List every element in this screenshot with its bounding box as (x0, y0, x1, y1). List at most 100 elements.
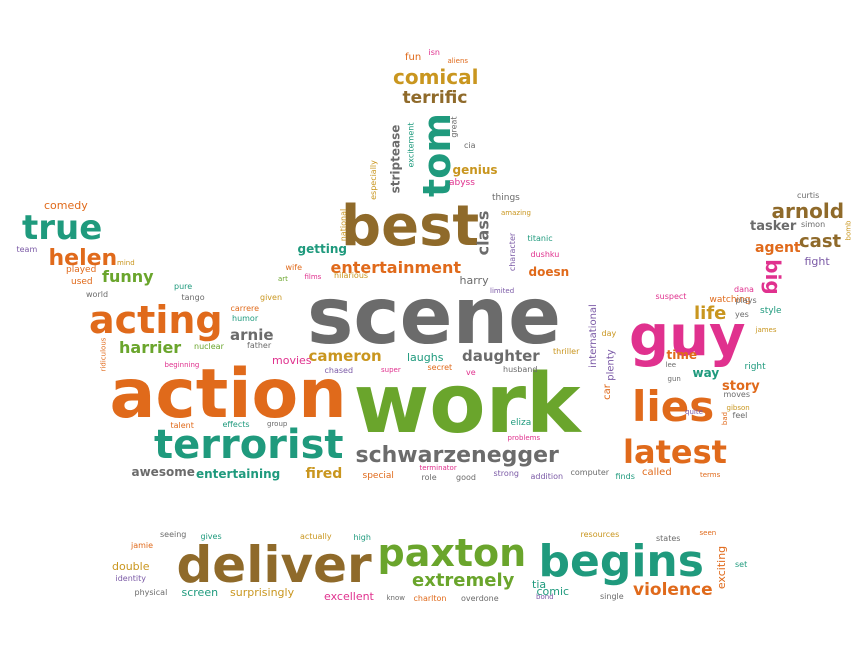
word-seen: seen (699, 528, 717, 537)
word-chased: chased (324, 366, 354, 375)
word-group: group (267, 419, 288, 428)
word-films: films (304, 272, 322, 281)
word-high: high (353, 533, 371, 542)
word-cia: cia (464, 141, 476, 150)
word-entertainment: entertainment (330, 258, 462, 277)
word-international: international (587, 304, 599, 368)
word-isn: isn (428, 48, 440, 57)
word-curtis: curtis (797, 191, 820, 200)
word-class: class (472, 210, 492, 256)
word-doesn: doesn (528, 265, 570, 279)
word-simon: simon (801, 220, 826, 229)
word-harrier: harrier (119, 338, 182, 357)
word-limited: limited (490, 286, 515, 295)
word-finds: finds (615, 472, 635, 481)
word-gives: gives (200, 532, 222, 541)
word-cameron: cameron (308, 346, 382, 365)
word-abyss: abyss (449, 177, 475, 188)
word-fight: fight (804, 254, 830, 268)
word-terrorist: terrorist (154, 422, 344, 468)
word-art: art (278, 274, 288, 283)
word-entertaining: entertaining (196, 467, 281, 481)
word-father: father (247, 341, 272, 350)
word-way: way (692, 366, 720, 380)
word-agent: agent (755, 240, 801, 256)
word-overdone: overdone (461, 594, 499, 603)
word-pure: pure (174, 282, 193, 291)
word-bomb: bomb (844, 220, 853, 240)
word-helen: helen (48, 246, 118, 271)
word-violence: violence (633, 579, 713, 600)
word-tango: tango (181, 293, 205, 302)
word-best: best (341, 194, 480, 259)
word-strong: strong (493, 469, 519, 478)
word-gun: gun (667, 374, 681, 383)
word-things: things (492, 192, 520, 203)
word-deliver: deliver (176, 536, 372, 594)
word-big: big (760, 259, 785, 295)
word-states: states (656, 534, 681, 543)
word-tia: tia (532, 577, 547, 591)
word-ve: ve (466, 368, 476, 377)
word-dana: dana (734, 285, 754, 294)
word-fun: fun (405, 52, 422, 63)
word-problems: problems (507, 433, 541, 442)
word-good: good (456, 473, 476, 482)
word-yes: yes (735, 310, 749, 319)
word-action: action (109, 355, 347, 434)
word-know: know (386, 593, 406, 602)
word-arnold: arnold (771, 199, 845, 223)
word-latest: latest (623, 433, 727, 471)
word-double: double (112, 559, 150, 573)
word-arnie: arnie (230, 325, 274, 344)
word-watching: watching (709, 294, 751, 305)
word-resources: resources (580, 530, 620, 539)
word-acting: acting (89, 298, 223, 342)
word-terrific: terrific (402, 87, 468, 108)
word-effects: effects (222, 420, 250, 429)
word-mind: mind (117, 258, 135, 267)
word-charlton: charlton (413, 594, 447, 603)
word-awesome: awesome (131, 465, 195, 479)
word-movies: movies (272, 353, 312, 367)
word-bad: bad (720, 411, 729, 425)
word-fired: fired (305, 466, 343, 482)
word-true: true (22, 208, 103, 248)
word-striptease: striptease (387, 124, 402, 194)
word-computer: computer (570, 468, 610, 477)
word-secret: secret (427, 363, 453, 372)
word-paxton: paxton (377, 531, 527, 575)
word-lee: lee (665, 360, 677, 369)
word-called: called (642, 467, 672, 478)
word-gibson: gibson (726, 403, 750, 412)
word-surprisingly: surprisingly (230, 585, 295, 599)
word-character: character (508, 232, 518, 272)
word-used: used (71, 276, 93, 287)
word-hilarious: hilarious (334, 271, 369, 280)
word-set: set (735, 560, 748, 569)
word-played: played (66, 264, 97, 275)
word-getting: getting (297, 242, 347, 256)
word-role: role (421, 473, 437, 482)
word-terminator: terminator (419, 463, 457, 472)
word-talent: talent (170, 421, 194, 430)
word-jamie: jamie (131, 541, 154, 550)
word-given: given (260, 293, 283, 302)
word-right: right (744, 361, 766, 372)
word-suspect: suspect (655, 292, 687, 301)
word-screen: screen (181, 585, 219, 599)
word-moves: moves (723, 390, 751, 399)
word-addition: addition (530, 472, 564, 481)
word-feel: feel (732, 411, 748, 420)
word-plenty: plenty (605, 349, 617, 381)
word-daughter: daughter (462, 346, 540, 365)
word-plays: plays (735, 296, 757, 305)
word-schwarzenegger: schwarzenegger (355, 443, 559, 468)
word-comedy: comedy (44, 198, 88, 212)
word-time: time (666, 348, 698, 362)
word-story: story (722, 378, 760, 394)
word-excitement: excitement (405, 122, 415, 168)
word-scene: scene (307, 272, 561, 362)
word-guy: guy (629, 304, 746, 369)
word-actually: actually (300, 532, 332, 541)
